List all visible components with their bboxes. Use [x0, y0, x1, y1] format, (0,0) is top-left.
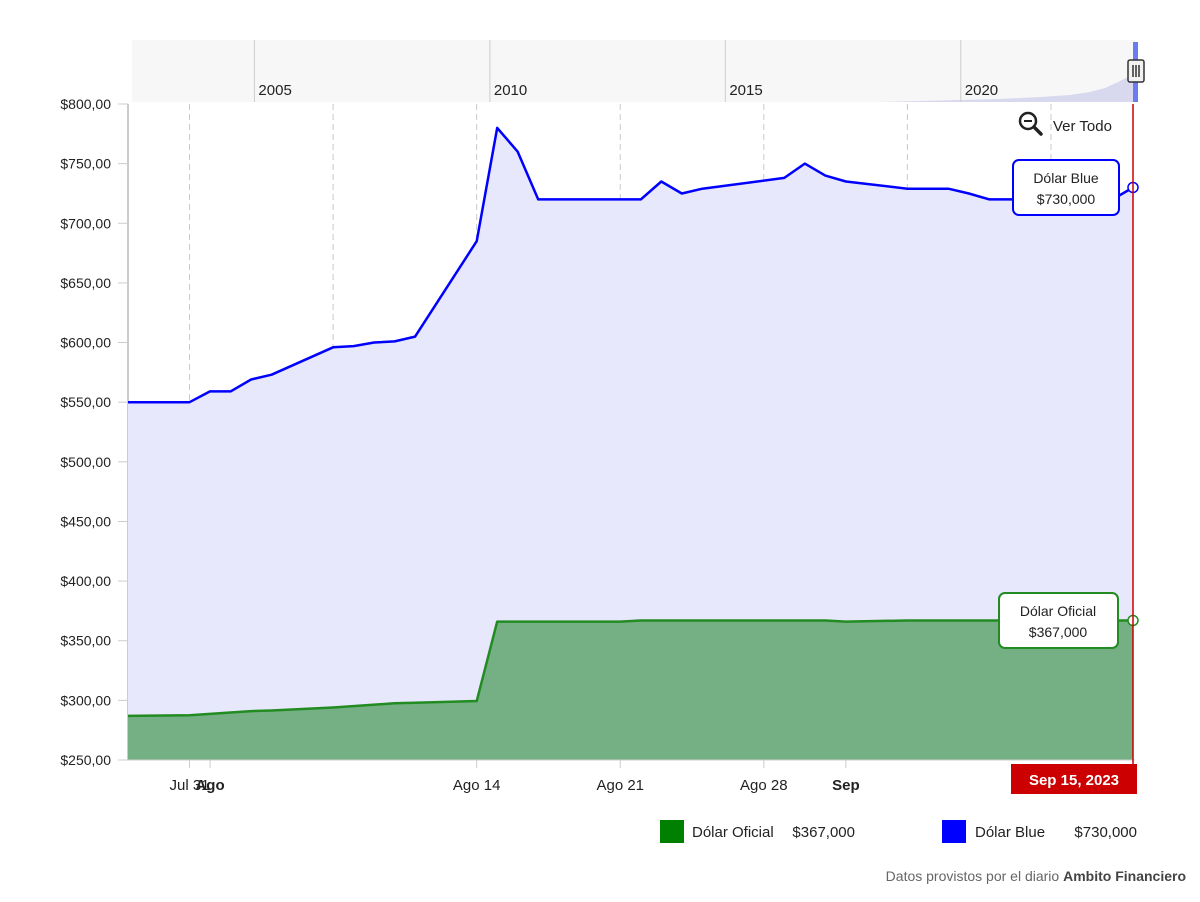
legend-item-dolar-oficial[interactable]: Dólar Oficial $367,000: [660, 820, 855, 843]
y-tick-label: $300,00: [60, 692, 111, 708]
credit-prefix: Datos provistos por el diario: [885, 868, 1064, 884]
y-tick-label: $650,00: [60, 275, 111, 291]
x-tick-label: Ago 21: [596, 777, 644, 794]
y-tick-label: $600,00: [60, 335, 111, 351]
crosshair-date-text: Sep 15, 2023: [1029, 772, 1119, 789]
crosshair-date-label: Sep 15, 2023: [1011, 764, 1137, 794]
legend-swatch-oficial: [660, 820, 684, 843]
x-tick-label: Ago 14: [453, 777, 501, 794]
navigator-handle[interactable]: [1127, 59, 1145, 83]
x-tick-label: Sep: [832, 777, 860, 794]
navigator-year-label: 2020: [965, 82, 998, 99]
y-tick-label: $550,00: [60, 394, 111, 410]
tooltip-blue-value: $730,000: [1037, 191, 1096, 207]
tooltip-oficial-value: $367,000: [1029, 624, 1088, 640]
navigator[interactable]: 2005 2010 2015 2020: [132, 40, 1145, 102]
tooltip-blue-name: Dólar Blue: [1033, 170, 1099, 186]
legend-blue-value: $730,000: [1074, 824, 1137, 841]
zoom-out-icon: [1018, 111, 1043, 136]
y-tick-label: $450,00: [60, 513, 111, 529]
dolar-oficial-line[interactable]: [127, 619, 1133, 718]
legend-item-dolar-blue[interactable]: Dólar Blue $730,000: [942, 820, 1137, 843]
navigator-year-label: 2010: [494, 82, 527, 99]
x-tick-label: Jul 31: [170, 777, 210, 794]
y-tick-label: $350,00: [60, 633, 111, 649]
tooltip-dolar-oficial: Dólar Oficial $367,000: [998, 592, 1119, 649]
legend-blue-name: Dólar Blue: [975, 824, 1045, 841]
dolar-blue-line[interactable]: [128, 126, 1134, 404]
legend: Dólar Oficial $367,000 Dólar Blue $730,0…: [660, 820, 1137, 843]
tooltip-oficial-name: Dólar Oficial: [1020, 603, 1096, 619]
credit-source: Ambito Financiero: [1063, 868, 1186, 884]
legend-oficial-name: Dólar Oficial: [692, 824, 774, 841]
y-tick-label: $500,00: [60, 454, 111, 470]
navigator-year-label: 2015: [729, 82, 762, 99]
navigator-background: [132, 40, 1135, 102]
y-tick-label: $800,00: [60, 96, 111, 112]
reset-zoom-label: Ver Todo: [1053, 118, 1112, 135]
y-tick-label: $750,00: [60, 156, 111, 172]
legend-oficial-value: $367,000: [792, 824, 855, 841]
dolar-oficial-area: [128, 620, 1133, 760]
data-source-credit: Datos provistos por el diario Ambito Fin…: [700, 868, 1186, 884]
y-tick-label: $250,00: [60, 752, 111, 768]
navigator-year-label: 2005: [258, 82, 291, 99]
x-tick-label: Ago: [195, 777, 224, 794]
y-tick-label: $400,00: [60, 573, 111, 589]
y-tick-label: $700,00: [60, 215, 111, 231]
legend-swatch-blue: [942, 820, 966, 843]
navigator-mini-series: [880, 76, 1135, 102]
tooltip-dolar-blue: Dólar Blue $730,000: [1012, 159, 1120, 216]
dolar-blue-area: [128, 127, 1133, 760]
x-tick-label: Ago 28: [740, 777, 788, 794]
reset-zoom-button[interactable]: Ver Todo: [1014, 108, 1126, 140]
